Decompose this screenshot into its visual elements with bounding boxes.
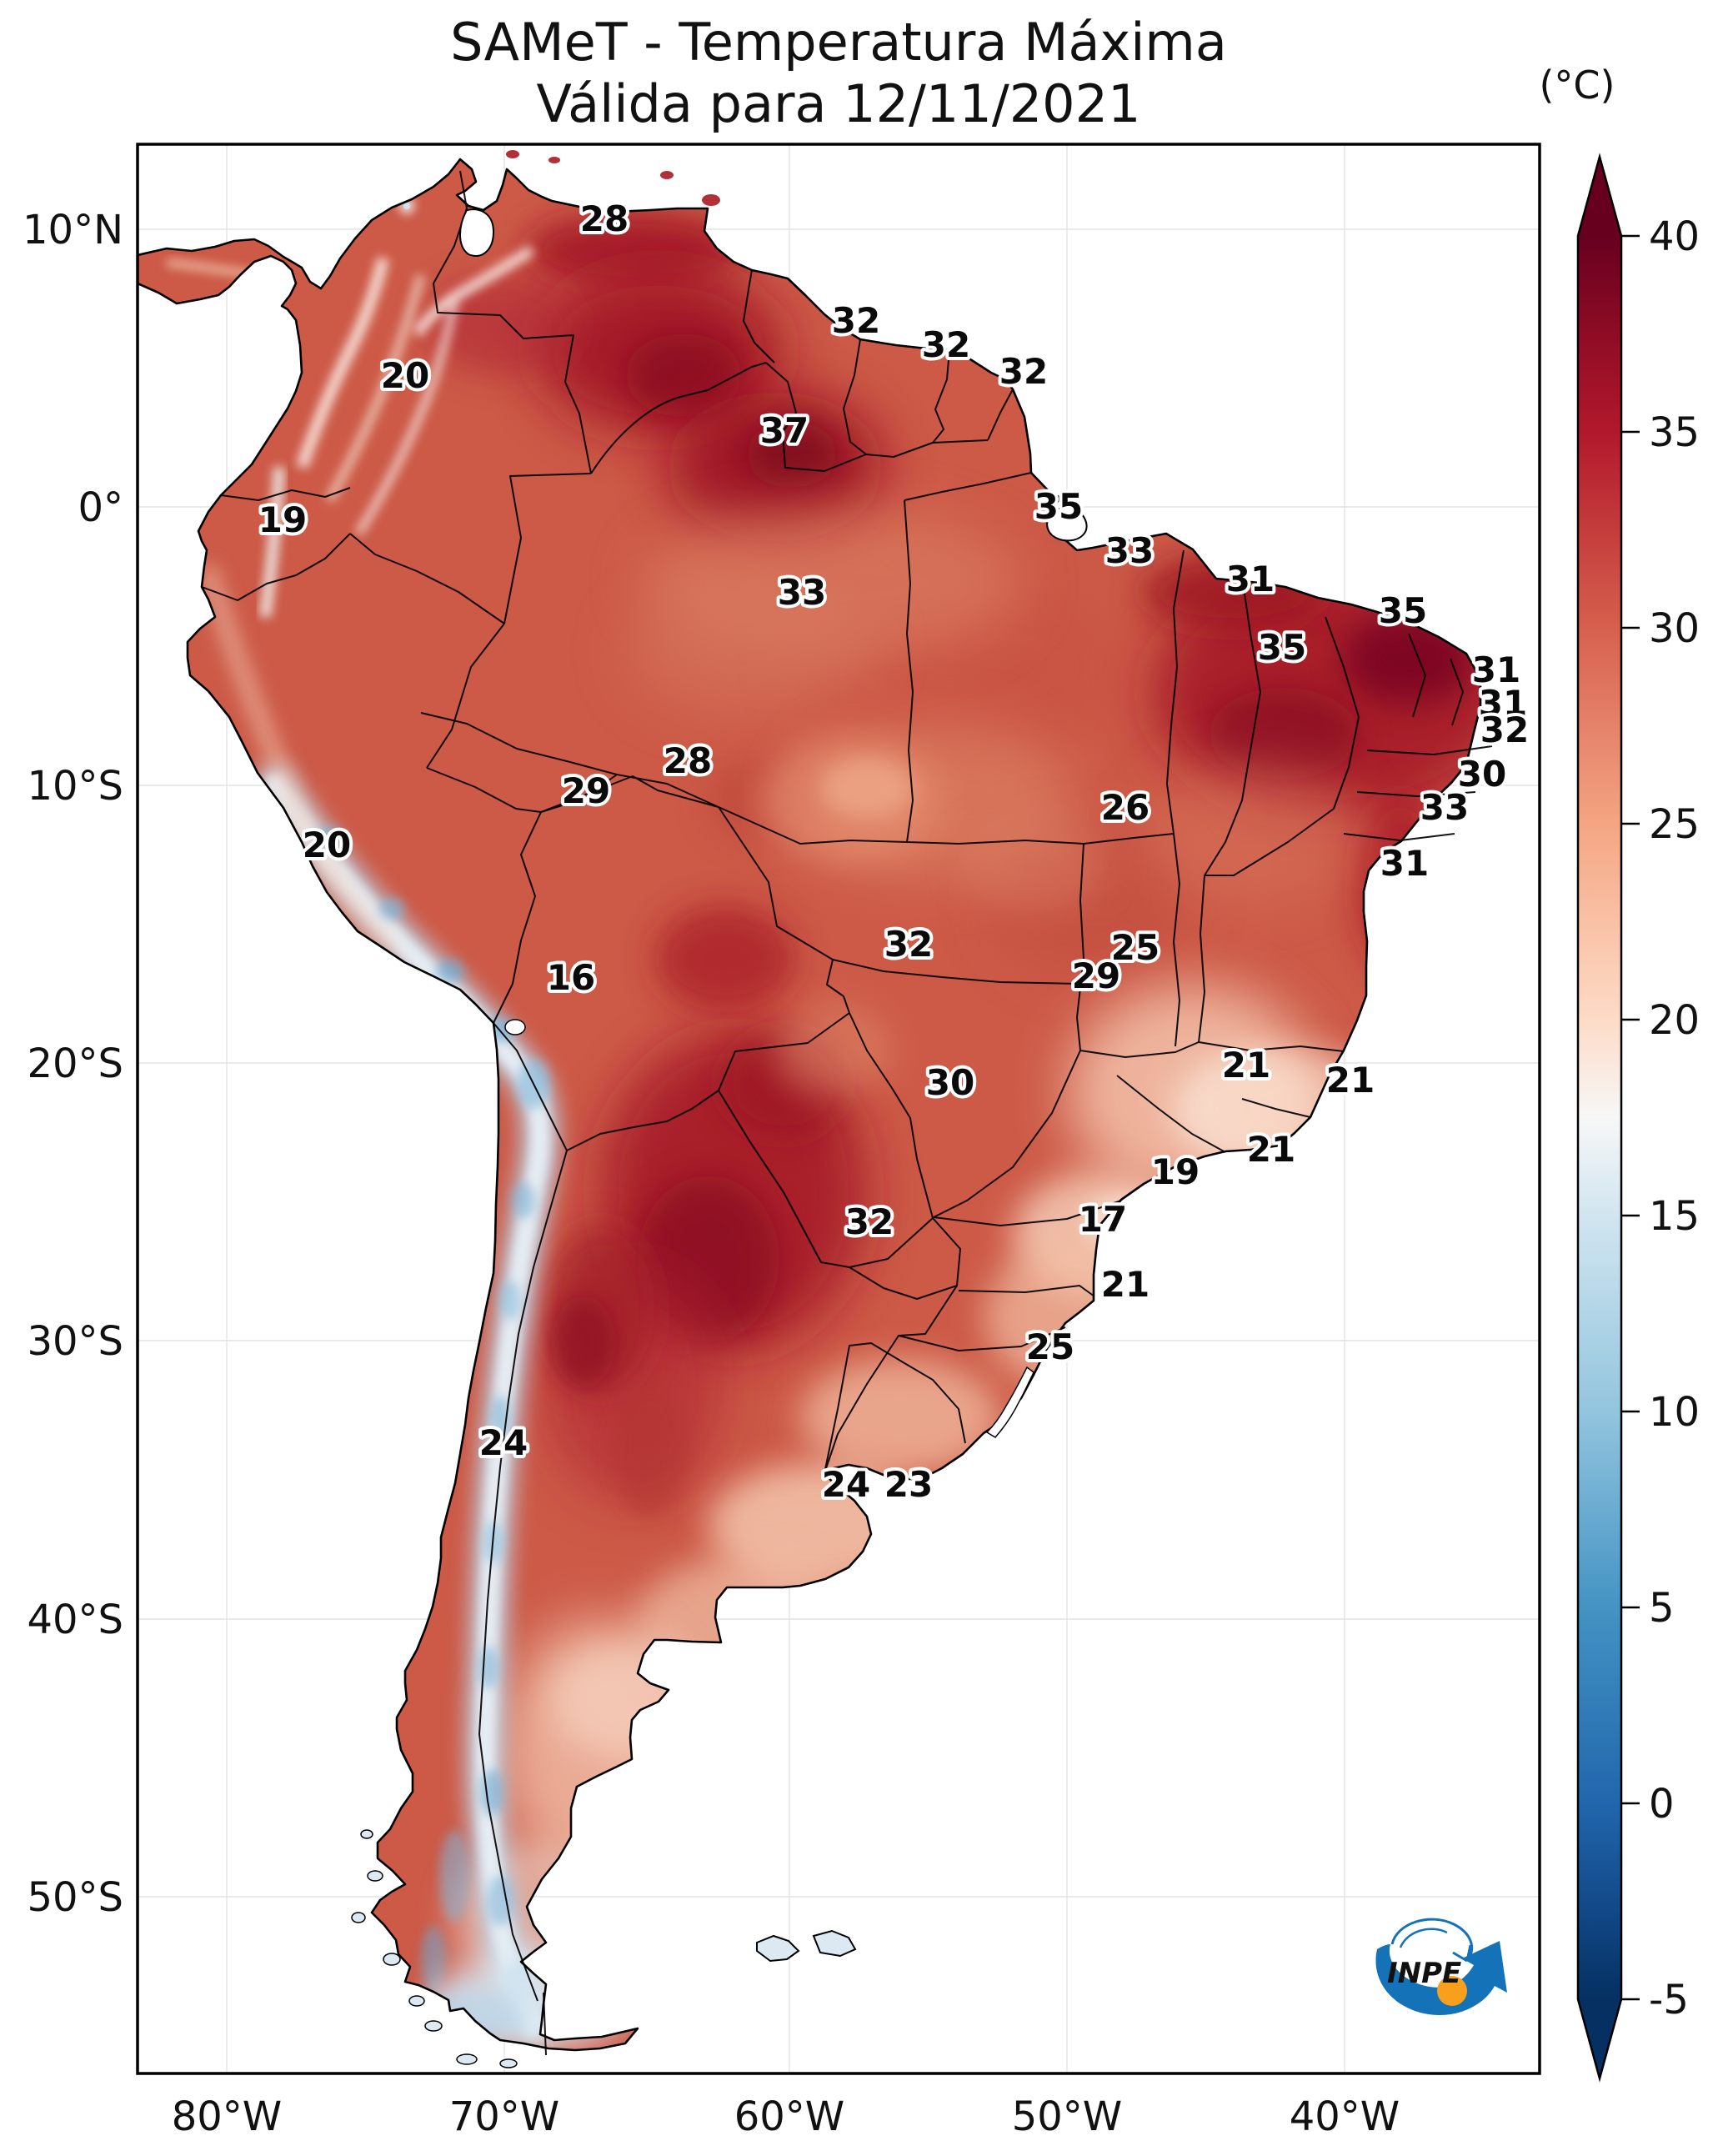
- temp-label-26-32: 32: [884, 924, 933, 965]
- inpe-sun-circle: [1437, 1976, 1467, 2006]
- x-tick-label-80°W: 80°W: [172, 2093, 283, 2140]
- temp-label-17-28: 28: [664, 740, 712, 781]
- colorbar-tick-labels: 40 35 30 25 20 15 10 5 0 -5: [1621, 213, 1700, 2023]
- x-axis-labels: 80°W 70°W 60°W 50°W 40°W: [172, 2093, 1400, 2140]
- temp-label-32-32: 32: [845, 1201, 894, 1242]
- lakes-and-islands: [351, 150, 1088, 2068]
- map-frame: [136, 143, 1541, 2075]
- map-title-line1: SAMeT - Temperatura Máxima: [450, 12, 1227, 73]
- x-tick-label-60°W: 60°W: [734, 2093, 845, 2140]
- y-tick-label-0°: 0°: [78, 484, 123, 531]
- colorbar-tick-label-25: 25: [1649, 801, 1700, 848]
- temp-label-37-24: 24: [822, 1464, 870, 1505]
- temp-label-15-32: 32: [1480, 709, 1529, 750]
- inpe-logo: INPE: [1375, 1918, 1507, 2016]
- x-tick-label-40°W: 40°W: [1290, 2093, 1400, 2140]
- y-tick-label-40°S: 40°S: [27, 1597, 123, 1643]
- y-tick-label-20°S: 20°S: [27, 1040, 123, 1087]
- temp-label-25-16: 16: [547, 957, 595, 998]
- temp-label-0-28: 28: [580, 198, 629, 239]
- colorbar: (°C) 40 35 30 25 20 15 10 5 0 -5: [1539, 63, 1700, 2083]
- colorbar-tick-label-40: 40: [1649, 213, 1700, 260]
- y-axis-labels: 10°N 0° 10°S 20°S 30°S 40°S 50°S: [23, 207, 123, 1921]
- temp-label-33-17: 17: [1079, 1199, 1127, 1240]
- temp-label-21-20: 20: [303, 825, 351, 865]
- fjord-islands: [351, 1829, 518, 2068]
- temp-label-5-37: 37: [760, 410, 809, 451]
- colorbar-tick-label-35: 35: [1649, 409, 1700, 456]
- lake-maracaibo: [459, 208, 495, 257]
- coastline: [138, 158, 1482, 2052]
- falkland-islands-west: [756, 1934, 800, 1963]
- caribbean-islands: [506, 150, 720, 206]
- temp-label-4-20: 20: [381, 355, 429, 396]
- inpe-orbit-inner: [1399, 1928, 1448, 1948]
- temp-label-24-29: 29: [1072, 955, 1120, 996]
- temp-label-38-23: 23: [884, 1464, 933, 1505]
- temp-label-34-21: 21: [1101, 1264, 1150, 1305]
- inpe-logo-text: INPE: [1387, 1957, 1461, 1990]
- lagoa-dos-patos: [985, 1366, 1034, 1438]
- colorbar-extend-top: [1578, 157, 1621, 236]
- x-tick-label-70°W: 70°W: [449, 2093, 560, 2140]
- lake-titicaca: [504, 1019, 526, 1035]
- colorbar-tick-label-0: 0: [1649, 1781, 1675, 1828]
- colorbar-tick-label-20: 20: [1649, 997, 1700, 1044]
- temp-label-3-32: 32: [999, 351, 1048, 392]
- map-title-line2: Válida para 12/11/2021: [537, 73, 1141, 134]
- colorbar-tick-label--5: -5: [1649, 1977, 1689, 2023]
- temp-label-1-32: 32: [832, 300, 880, 341]
- y-tick-label-30°S: 30°S: [27, 1318, 123, 1365]
- temp-label-8-33: 33: [1105, 530, 1154, 571]
- colorbar-unit-label: (°C): [1539, 63, 1615, 108]
- temp-label-10-33: 33: [778, 572, 826, 613]
- colorbar-tick-label-5: 5: [1649, 1585, 1675, 1632]
- temp-label-27-30: 30: [926, 1062, 974, 1103]
- temp-label-2-32: 32: [922, 324, 970, 365]
- temp-label-28-21: 21: [1222, 1045, 1270, 1086]
- colorbar-tick-label-15: 15: [1649, 1193, 1700, 1240]
- temperature-field: [138, 159, 1480, 2050]
- y-tick-label-50°S: 50°S: [27, 1874, 123, 1921]
- falkland-islands-east: [812, 1929, 857, 1958]
- political-borders: [201, 170, 1493, 2056]
- y-tick-label-10°N: 10°N: [23, 207, 123, 253]
- temp-label-36-24: 24: [479, 1422, 528, 1463]
- temp-label-6-19: 19: [258, 499, 307, 540]
- temp-label-35-25: 25: [1026, 1326, 1074, 1367]
- temp-label-9-31: 31: [1226, 559, 1275, 599]
- temp-label-7-35: 35: [1034, 486, 1083, 527]
- temp-label-30-21: 21: [1247, 1129, 1295, 1170]
- temp-label-29-21: 21: [1326, 1060, 1375, 1101]
- temp-label-19-26: 26: [1101, 787, 1150, 828]
- temp-label-22-31: 31: [1380, 843, 1429, 884]
- y-tick-label-10°S: 10°S: [27, 763, 123, 810]
- inpe-orbit-arrow: [1390, 1918, 1473, 1963]
- temp-label-31-19: 19: [1151, 1151, 1200, 1192]
- temp-label-12-35: 35: [1258, 627, 1306, 668]
- temp-label-14-31: 31: [1479, 683, 1527, 724]
- colorbar-tick-label-30: 30: [1649, 605, 1700, 652]
- temp-label-20-33: 33: [1420, 787, 1469, 828]
- temp-label-11-35: 35: [1379, 590, 1427, 631]
- temp-label-18-29: 29: [562, 770, 610, 811]
- colorbar-extend-bottom: [1578, 1999, 1621, 2078]
- inpe-swirl-arrow: [1375, 1941, 1507, 2016]
- marajo-island: [1046, 504, 1088, 542]
- x-tick-label-50°W: 50°W: [1012, 2093, 1123, 2140]
- colorbar-tick-label-10: 10: [1649, 1389, 1700, 1436]
- temp-label-16-30: 30: [1458, 754, 1506, 795]
- temp-label-23-25: 25: [1111, 927, 1160, 968]
- colorbar-bar: [1578, 236, 1621, 1999]
- temp-label-13-31: 31: [1472, 649, 1520, 690]
